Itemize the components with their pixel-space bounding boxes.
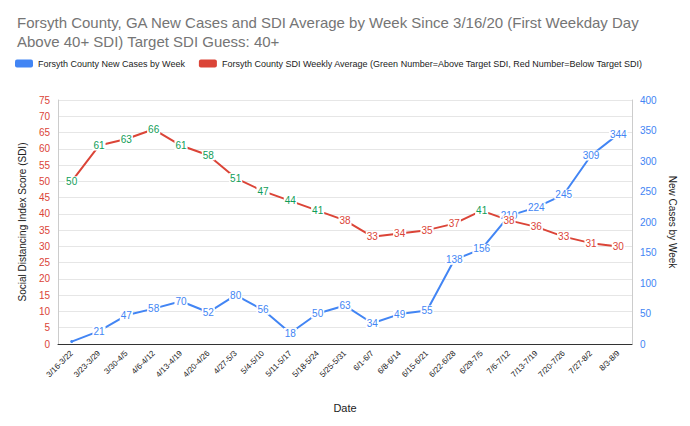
- svg-text:55: 55: [39, 160, 51, 171]
- svg-text:61: 61: [175, 140, 187, 151]
- svg-text:63: 63: [121, 134, 133, 145]
- svg-text:18: 18: [285, 328, 297, 339]
- svg-text:61: 61: [93, 140, 105, 151]
- svg-text:30: 30: [39, 241, 51, 252]
- svg-text:58: 58: [203, 150, 215, 161]
- svg-text:37: 37: [449, 218, 461, 229]
- svg-text:7/6-7/12: 7/6-7/12: [485, 348, 512, 375]
- svg-text:0: 0: [44, 339, 50, 350]
- svg-text:400: 400: [640, 95, 657, 106]
- svg-text:5: 5: [44, 322, 50, 333]
- svg-text:6/29-7/5: 6/29-7/5: [458, 348, 485, 375]
- svg-text:50: 50: [640, 308, 652, 319]
- svg-text:20: 20: [39, 273, 51, 284]
- svg-text:3/16-3/22: 3/16-3/22: [45, 348, 76, 379]
- svg-text:21: 21: [93, 326, 105, 337]
- svg-text:156: 156: [473, 243, 490, 254]
- svg-text:7/27-8/2: 7/27-8/2: [567, 348, 594, 375]
- svg-text:Forsyth County New Cases by We: Forsyth County New Cases by Week: [38, 59, 185, 69]
- svg-text:50: 50: [39, 176, 51, 187]
- svg-text:30: 30: [613, 241, 625, 252]
- svg-text:Forsyth County, GA New Cases a: Forsyth County, GA New Cases and SDI Ave…: [17, 14, 643, 31]
- svg-text:200: 200: [640, 217, 657, 228]
- svg-text:10: 10: [39, 306, 51, 317]
- svg-text:56: 56: [257, 304, 269, 315]
- svg-text:5/18-5/24: 5/18-5/24: [291, 348, 322, 379]
- svg-text:Above 40+ SDI) Target SDI Gues: Above 40+ SDI) Target SDI Guess: 40+: [17, 33, 280, 50]
- svg-text:Date: Date: [333, 402, 356, 414]
- svg-text:47: 47: [257, 186, 269, 197]
- svg-text:65: 65: [39, 127, 51, 138]
- svg-text:7/20-7/26: 7/20-7/26: [537, 348, 568, 379]
- svg-text:4/20-4/26: 4/20-4/26: [181, 348, 212, 379]
- svg-text:7/13-7/19: 7/13-7/19: [509, 348, 540, 379]
- svg-text:6/15-6/21: 6/15-6/21: [400, 348, 431, 379]
- svg-text:80: 80: [230, 290, 242, 301]
- svg-text:0: 0: [640, 339, 646, 350]
- svg-text:4/13-4/19: 4/13-4/19: [154, 348, 185, 379]
- svg-text:34: 34: [394, 228, 406, 239]
- svg-text:8/3-8/9: 8/3-8/9: [598, 348, 622, 372]
- svg-text:6/1-6/7: 6/1-6/7: [352, 348, 376, 372]
- svg-text:70: 70: [39, 111, 51, 122]
- svg-text:150: 150: [640, 247, 657, 258]
- svg-text:309: 309: [583, 150, 600, 161]
- svg-text:New Cases by Week: New Cases by Week: [667, 176, 678, 270]
- svg-text:38: 38: [339, 215, 351, 226]
- svg-text:55: 55: [421, 305, 433, 316]
- svg-text:58: 58: [148, 303, 160, 314]
- svg-text:35: 35: [421, 225, 433, 236]
- svg-text:33: 33: [558, 231, 570, 242]
- svg-text:50: 50: [312, 308, 324, 319]
- svg-text:3/30-4/5: 3/30-4/5: [102, 348, 129, 375]
- svg-text:51: 51: [230, 173, 242, 184]
- svg-text:49: 49: [394, 309, 406, 320]
- svg-text:38: 38: [503, 215, 515, 226]
- svg-text:60: 60: [39, 143, 51, 154]
- svg-text:300: 300: [640, 156, 657, 167]
- svg-text:44: 44: [285, 195, 297, 206]
- svg-text:45: 45: [39, 192, 51, 203]
- svg-text:52: 52: [203, 307, 215, 318]
- svg-text:5/25-5/31: 5/25-5/31: [318, 348, 349, 379]
- svg-text:40: 40: [39, 208, 51, 219]
- svg-text:66: 66: [148, 124, 160, 135]
- svg-text:25: 25: [39, 257, 51, 268]
- svg-text:35: 35: [39, 225, 51, 236]
- svg-text:41: 41: [312, 205, 324, 216]
- svg-text:Forsyth County SDI Weekly Aver: Forsyth County SDI Weekly Average (Green…: [222, 59, 642, 69]
- svg-text:34: 34: [367, 318, 379, 329]
- svg-text:138: 138: [446, 254, 463, 265]
- svg-text:5/4-5/10: 5/4-5/10: [239, 348, 266, 375]
- svg-text:6/22-6/28: 6/22-6/28: [427, 348, 458, 379]
- svg-text:4/27-5/3: 4/27-5/3: [212, 348, 239, 375]
- svg-text:350: 350: [640, 125, 657, 136]
- svg-text:Social Distancing Index Score: Social Distancing Index Score (SDI): [17, 143, 28, 302]
- svg-text:224: 224: [528, 202, 545, 213]
- svg-text:50: 50: [66, 176, 78, 187]
- svg-text:36: 36: [531, 221, 543, 232]
- svg-text:344: 344: [610, 129, 627, 140]
- svg-text:250: 250: [640, 186, 657, 197]
- svg-text:245: 245: [555, 189, 572, 200]
- svg-text:47: 47: [121, 310, 133, 321]
- svg-text:6/8-6/14: 6/8-6/14: [376, 348, 403, 375]
- svg-text:63: 63: [339, 300, 351, 311]
- svg-text:70: 70: [175, 296, 187, 307]
- svg-text:100: 100: [640, 278, 657, 289]
- svg-text:15: 15: [39, 290, 51, 301]
- svg-text:3/23-3/29: 3/23-3/29: [72, 348, 103, 379]
- svg-text:75: 75: [39, 95, 51, 106]
- svg-text:4/6-4/12: 4/6-4/12: [130, 348, 157, 375]
- svg-text:5/11-5/17: 5/11-5/17: [264, 348, 294, 378]
- svg-text:31: 31: [585, 238, 597, 249]
- svg-text:41: 41: [476, 205, 488, 216]
- svg-text:33: 33: [367, 231, 379, 242]
